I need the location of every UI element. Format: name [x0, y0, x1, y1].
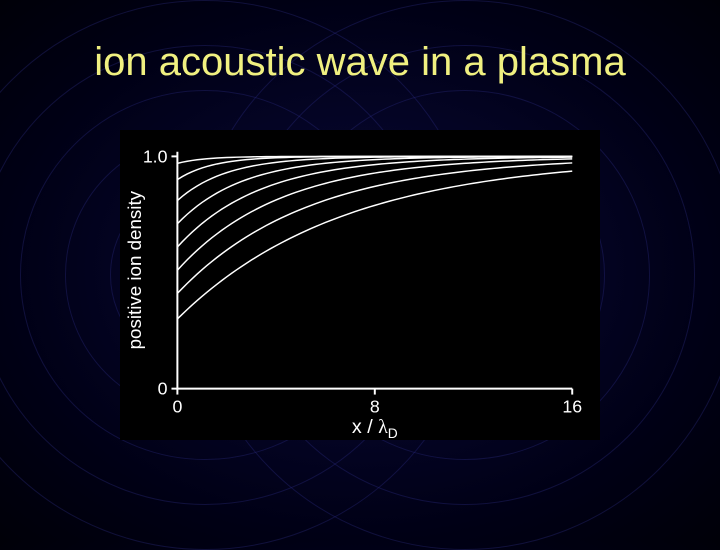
svg-text:8: 8	[370, 396, 380, 416]
x-axis-label: x / λD	[352, 416, 398, 438]
density-curve	[177, 156, 572, 200]
svg-text:0: 0	[158, 379, 168, 399]
density-curve	[177, 171, 572, 319]
svg-text:0: 0	[172, 396, 182, 416]
svg-text:1.0: 1.0	[143, 146, 168, 166]
density-curve	[177, 159, 572, 270]
density-curve	[177, 163, 572, 293]
density-chart: 0 8 16 0 1.0 positive ion density x / λD	[120, 130, 600, 440]
svg-text:16: 16	[562, 396, 582, 416]
density-curve	[177, 157, 572, 247]
y-axis-label: positive ion density	[124, 190, 145, 349]
page-title: ion acoustic wave in a plasma	[0, 40, 720, 85]
chart-svg: 0 8 16 0 1.0 positive ion density x / λD	[122, 132, 598, 438]
